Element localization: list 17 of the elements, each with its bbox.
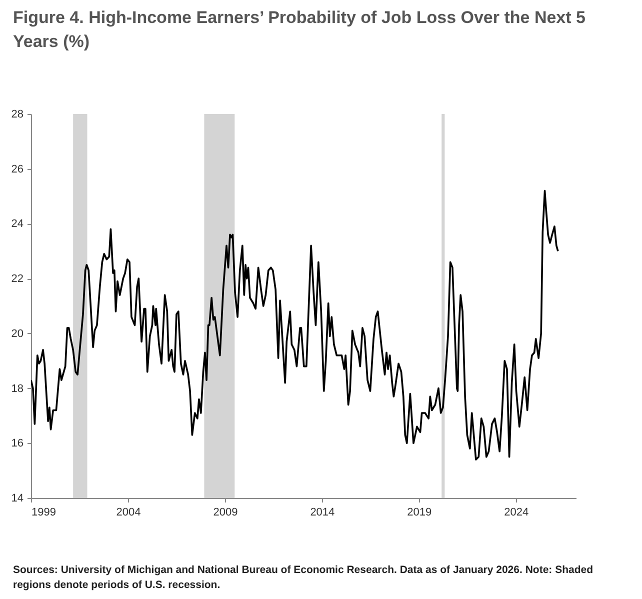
source-note: Sources: University of Michigan and National Bureau of Economic Research. Data as of January 2026. Note: Shaded regions denote periods of U.S. recession.	[13, 563, 594, 593]
line-series	[31, 190, 559, 460]
x-tick-label: 2009	[213, 506, 238, 518]
x-tick-label: 2024	[504, 506, 529, 518]
y-tick-label: 28	[11, 108, 24, 120]
x-tick-label: 2004	[116, 506, 141, 518]
x-tick-label: 1999	[32, 506, 56, 518]
y-tick-label: 26	[11, 163, 24, 176]
chart-title: Figure 4. High-Income Earners’ Probability of Job Loss Over the Next 5 Years (%)	[13, 7, 586, 53]
y-tick-label: 22	[11, 273, 24, 286]
x-tick-label: 2019	[407, 506, 432, 518]
y-tick-label: 18	[11, 382, 24, 395]
x-tick-label: 2014	[310, 506, 335, 518]
y-tick-label: 24	[11, 218, 24, 230]
y-tick-label: 20	[11, 328, 24, 340]
y-tick-label: 16	[11, 438, 24, 450]
y-tick-label: 14	[11, 492, 24, 504]
